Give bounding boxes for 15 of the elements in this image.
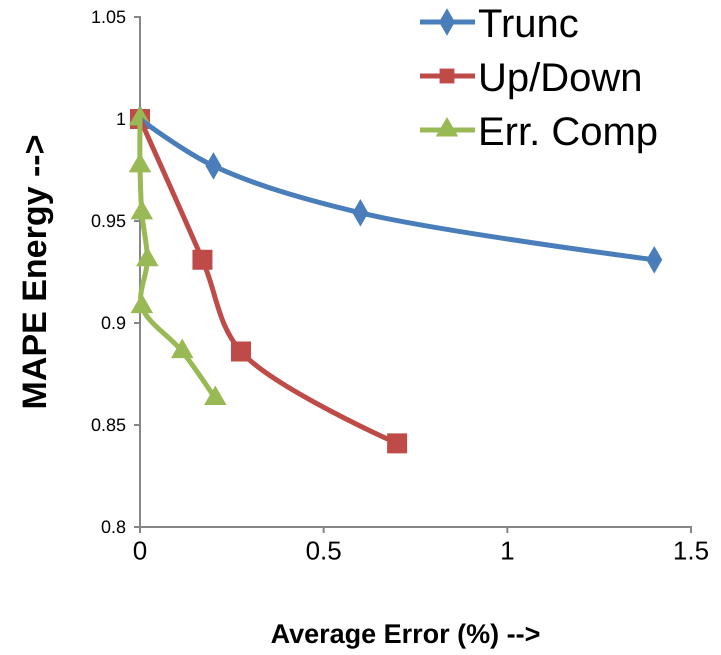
legend-label: Err. Comp (478, 110, 658, 154)
legend-label: Up/Down (478, 56, 643, 100)
x-tick-label: 0.5 (306, 535, 342, 566)
y-tick-label: 0.95 (90, 210, 126, 231)
y-axis-title: MAPE Energy --> (16, 134, 54, 410)
y-tick-label: 0.9 (100, 312, 126, 333)
y-tick-label: 0.8 (100, 516, 126, 537)
y-tick-label: 1 (116, 108, 126, 129)
x-axis-title: Average Error (%) --> (270, 619, 540, 649)
x-tick-label: 0 (132, 535, 148, 566)
legend-label: Trunc (478, 2, 579, 46)
x-tick-label: 1.5 (672, 535, 710, 566)
x-tick-label: 1 (500, 535, 515, 566)
y-tick-label: 0.85 (90, 414, 126, 435)
y-tick-label: 1.05 (90, 6, 126, 27)
